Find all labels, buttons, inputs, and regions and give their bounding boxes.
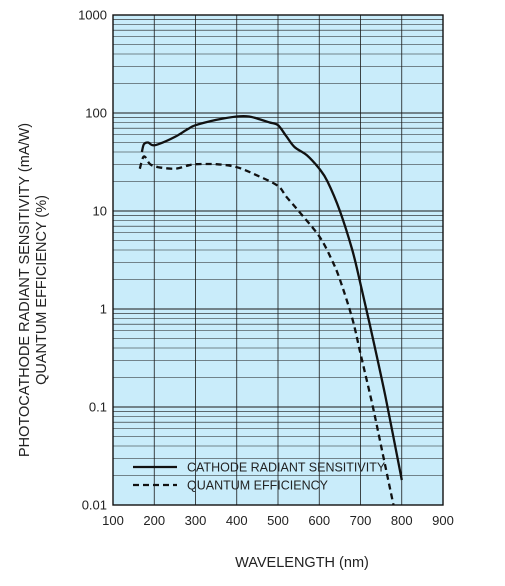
x-tick-label: 400 — [226, 513, 248, 528]
legend-label: CATHODE RADIANT SENSITIVITY — [187, 461, 386, 475]
x-axis-title: WAVELENGTH (nm) — [235, 555, 369, 571]
y-tick-label: 0.01 — [82, 498, 107, 513]
legend-label: QUANTUM EFFICIENCY — [187, 479, 329, 493]
x-tick-label: 600 — [308, 513, 330, 528]
y-axis-title-line-1: PHOTOCATHODE RADIANT SENSITIVITY (mA/W) — [17, 123, 33, 457]
y-tick-label: 100 — [85, 106, 107, 121]
x-tick-label: 300 — [185, 513, 207, 528]
legend: CATHODE RADIANT SENSITIVITY QUANTUM EFFIC… — [133, 461, 386, 493]
plot-frame — [112, 14, 444, 506]
tick-labels: 100 200 300 400 500 600 700 800 900 0.01 0.1 1 10 100… — [78, 8, 454, 529]
y-tick-label: 1000 — [78, 8, 107, 23]
y-tick-label: 10 — [93, 204, 107, 219]
cathode-radiant-sensitivity-line — [140, 114, 403, 481]
x-tick-label: 700 — [350, 513, 372, 528]
x-tick-label: 200 — [143, 513, 165, 528]
x-tick-label: 500 — [267, 513, 289, 528]
quantum-efficiency-line — [138, 155, 395, 506]
y-tick-label: 0.1 — [89, 400, 107, 415]
y-tick-label: 1 — [100, 302, 107, 317]
y-axis-title-line-2: QUANTUM EFFICIENCY (%) — [34, 195, 50, 385]
series-layer — [138, 114, 403, 506]
x-tick-label: 900 — [432, 513, 454, 528]
x-tick-label: 800 — [391, 513, 413, 528]
x-tick-label: 100 — [102, 513, 124, 528]
